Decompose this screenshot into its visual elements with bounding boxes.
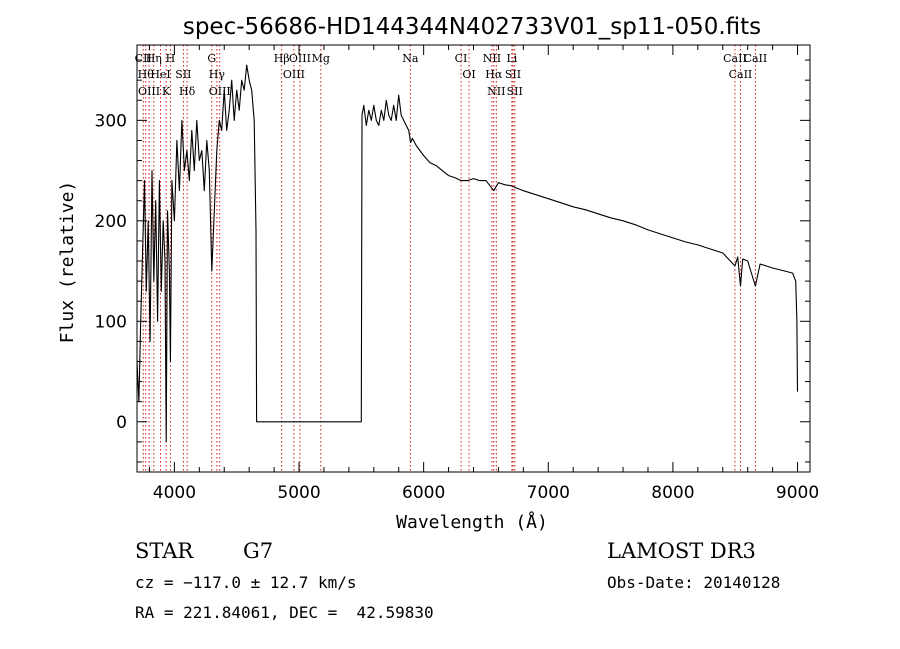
line-marker-label: Hα: [485, 68, 503, 81]
observation-date: Obs-Date: 20140128: [607, 573, 781, 592]
line-marker-label: OIII: [283, 68, 305, 81]
y-tick-label: 200: [95, 212, 127, 232]
spectral-subclass: G7: [243, 539, 274, 563]
x-tick-label: 8000: [651, 483, 694, 503]
spectrum-series-line: [136, 64, 799, 443]
x-tick-label: 7000: [527, 483, 570, 503]
line-marker-label: SII: [505, 68, 521, 81]
x-tick-label: 4000: [153, 483, 196, 503]
x-axis-label: Wavelength (Å): [396, 511, 548, 533]
line-marker-label: Na: [402, 52, 419, 65]
line-marker-label: NII: [487, 85, 505, 98]
line-marker-label: H: [166, 52, 176, 65]
redshift-cz: cz = −117.0 ± 12.7 km/s: [135, 573, 357, 592]
x-tick-label: 5000: [277, 483, 320, 503]
line-marker-label: Hη: [146, 52, 162, 65]
line-marker-label: HeI: [150, 68, 170, 81]
line-marker-label: OIII: [209, 85, 231, 98]
line-marker-label: K: [162, 85, 171, 98]
x-axis: 4000 5000 6000 7000 8000 9000: [148, 45, 819, 503]
line-marker-label: OIII: [138, 85, 160, 98]
line-marker-label: NII: [483, 52, 501, 65]
line-marker-label: Li: [506, 52, 517, 65]
x-tick-label: 9000: [776, 483, 819, 503]
line-marker-label: Mg: [312, 52, 330, 65]
line-marker-label: CI: [455, 52, 468, 65]
line-marker-label: OI: [462, 68, 475, 81]
line-marker-label: Hβ: [274, 52, 290, 65]
line-marker-label: SII: [507, 85, 523, 98]
line-marker-label: Hθ: [138, 68, 155, 81]
line-marker-label: CaII: [744, 52, 768, 65]
line-marker-label: SII: [175, 68, 191, 81]
y-axis: 0 100 200 300: [95, 59, 810, 463]
line-marker-label: G: [207, 52, 216, 65]
line-marker-label: Hδ: [179, 85, 196, 98]
plot-frame: [136, 44, 811, 473]
y-tick-label: 300: [95, 111, 127, 131]
object-type: STAR: [135, 539, 194, 563]
line-marker-label: OIII: [289, 52, 311, 65]
line-marker-label: CaII: [723, 52, 747, 65]
line-marker-label: CaII: [729, 68, 753, 81]
survey-name: LAMOST DR3: [607, 539, 756, 563]
line-marker-label: CII: [135, 52, 152, 65]
line-marker-label: Hγ: [209, 68, 226, 81]
y-tick-label: 100: [95, 312, 127, 332]
x-tick-label: 6000: [402, 483, 445, 503]
y-axis-label: Flux (relative): [57, 181, 78, 344]
y-tick-label: 0: [116, 413, 127, 433]
coordinates: RA = 221.84061, DEC = 42.59830: [135, 603, 434, 622]
chart-title: spec-56686-HD144344N402733V01_sp11-050.f…: [183, 14, 761, 40]
